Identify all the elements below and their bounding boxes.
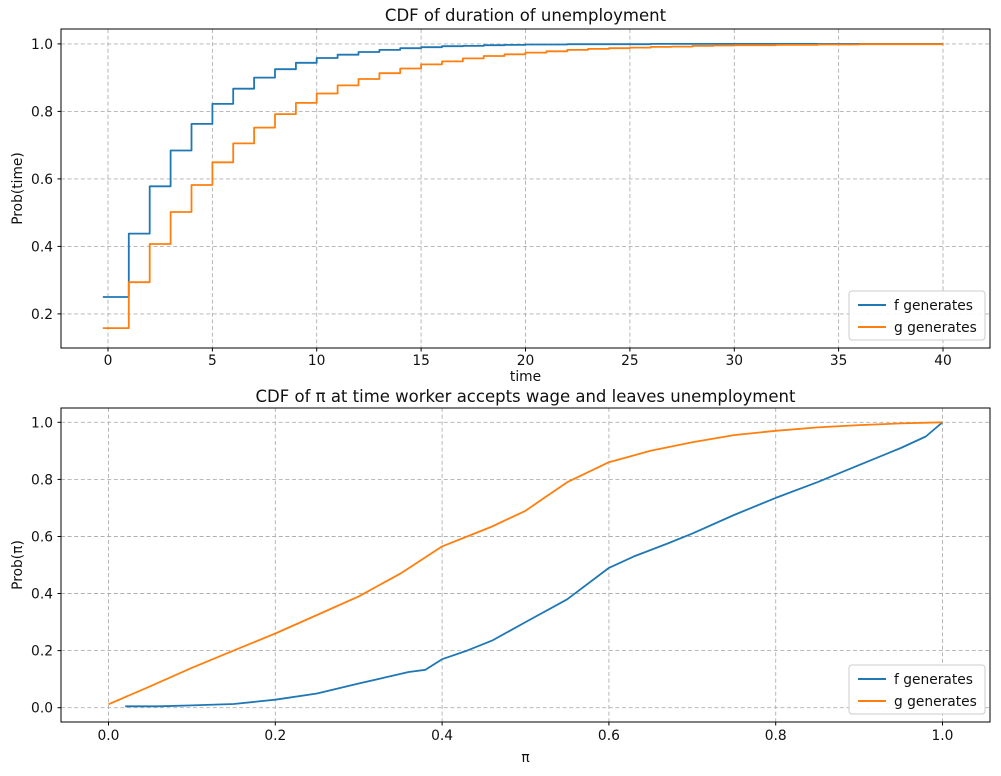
y-tick-label: 0.8 (31, 472, 53, 488)
axes-spines (60, 407, 991, 723)
x-tick-label: 0.2 (264, 728, 286, 744)
y-tick-label: 1.0 (31, 37, 53, 53)
chart-title: CDF of duration of unemployment (385, 6, 667, 25)
chart-title: CDF of π at time worker accepts wage and… (256, 387, 796, 406)
duration-cdf-chart: 0 5 10 15 20 25 30 35 40 0.2 0.4 0.6 0.8 1.0 CDF of du… (10, 6, 991, 385)
y-tick-label: 0.2 (31, 644, 53, 660)
y-axis-label: Prob(π) (10, 540, 26, 590)
x-tick-label: 25 (621, 353, 639, 369)
x-tick-label: 0.8 (765, 728, 787, 744)
y-tick-label: 0.4 (31, 587, 53, 603)
legend-label: f generates (894, 298, 973, 314)
pi-cdf-chart: 0.0 0.2 0.4 0.6 0.8 1.0 0.0 0.2 0.4 0.6 0.8 1.0 CDF … (10, 387, 991, 766)
series-line-g-generates (102, 43, 944, 329)
x-tick-label: 0.6 (598, 728, 620, 744)
x-tick-label: 0 (104, 353, 113, 369)
x-axis: 0 5 10 15 20 25 30 35 40 (104, 348, 952, 369)
legend-label: f generates (894, 672, 973, 688)
y-tick-label: 0.4 (31, 239, 53, 255)
x-axis: 0.0 0.2 0.4 0.6 0.8 1.0 (98, 722, 954, 744)
y-tick-label: 0.6 (31, 172, 53, 188)
x-tick-label: 15 (412, 353, 430, 369)
grid (61, 408, 990, 722)
y-tick-label: 1.0 (31, 415, 53, 431)
x-tick-label: 1.0 (932, 728, 954, 744)
x-tick-label: 10 (308, 353, 326, 369)
legend-label: g generates (894, 694, 977, 710)
x-tick-label: 0.0 (98, 728, 120, 744)
y-axis: 0.2 0.4 0.6 0.8 1.0 (31, 37, 61, 323)
series-line-f-generates (125, 421, 944, 708)
x-tick-label: 20 (517, 353, 535, 369)
x-tick-label: 40 (934, 353, 952, 369)
series-line-g-generates (108, 421, 943, 706)
x-tick-label: 35 (830, 353, 848, 369)
y-axis: 0.0 0.2 0.4 0.6 0.8 1.0 (31, 415, 61, 717)
x-tick-label: 30 (726, 353, 744, 369)
series-line-f-generates (102, 43, 943, 298)
legend: f generates g generates (848, 664, 986, 715)
legend-label: g generates (894, 320, 977, 336)
y-tick-label: 0.2 (31, 307, 53, 323)
x-tick-label: 5 (208, 353, 217, 369)
legend: f generates g generates (848, 290, 986, 341)
y-tick-label: 0.0 (31, 701, 53, 717)
y-tick-label: 0.6 (31, 530, 53, 546)
x-axis-label: π (521, 750, 529, 766)
x-tick-label: 0.4 (431, 728, 453, 744)
y-tick-label: 0.8 (31, 104, 53, 120)
y-axis-label: Prob(time) (10, 152, 26, 225)
x-axis-label: time (510, 369, 541, 385)
